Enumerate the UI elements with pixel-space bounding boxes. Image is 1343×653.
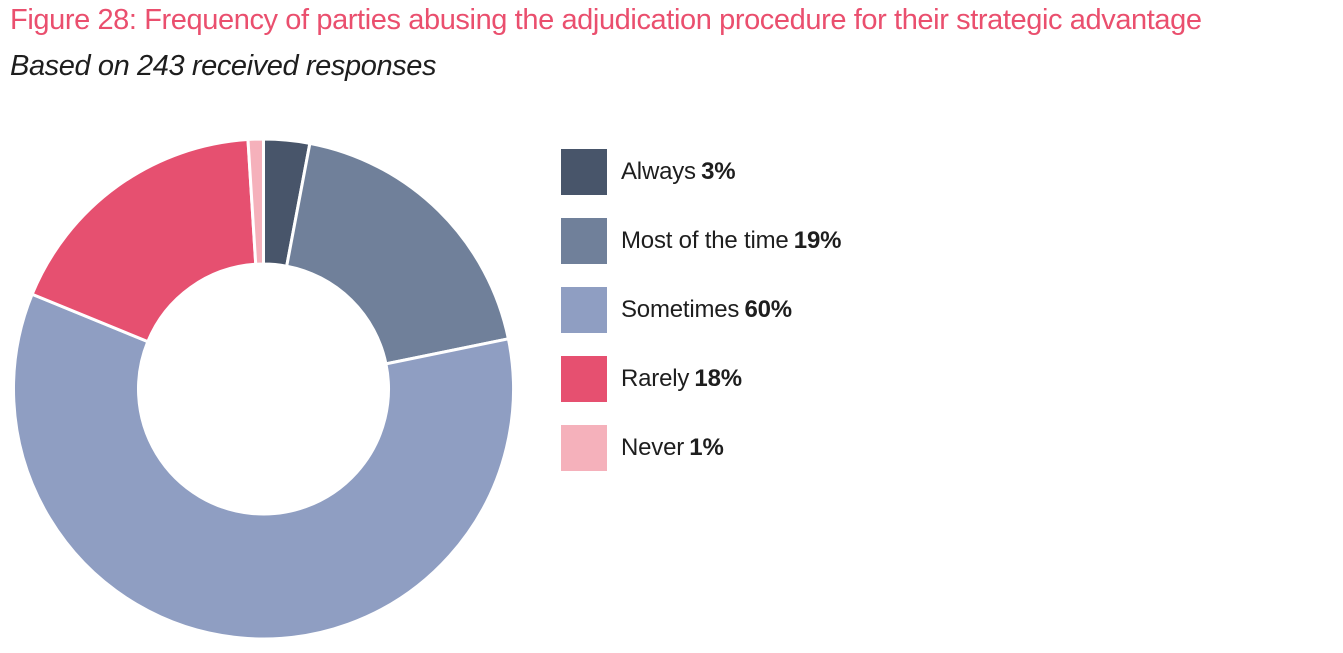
legend-value: 19% [793,227,842,254]
donut-segment-never [246,137,265,266]
legend-swatch-sometimes [561,287,607,333]
donut-segment-most-of-the-time [285,141,510,366]
legend-label: Sometimes [621,296,740,323]
legend-value: 18% [694,365,742,392]
legend-label: Never [621,434,685,461]
donut-segment-sometimes [12,292,515,641]
donut-chart [12,137,515,641]
legend-label: Rarely [621,365,690,392]
legend-value: 60% [744,296,793,323]
legend-swatch-always [561,149,607,195]
chart-legend: Always 3% Most of the time 19% Sometimes 60… [561,149,841,494]
figure-subtitle: Based on 243 received responses [10,50,437,82]
legend-item-most-of-the-time: Most of the time 19% [561,218,841,264]
legend-swatch-rarely [561,356,607,402]
legend-swatch-never [561,425,607,471]
legend-item-never: Never 1% [561,425,841,471]
legend-value: 3% [701,158,736,185]
legend-swatch-most-of-the-time [561,218,607,264]
legend-item-always: Always 3% [561,149,841,195]
legend-item-rarely: Rarely 18% [561,356,841,402]
legend-label: Always [621,158,696,185]
legend-item-sometimes: Sometimes 60% [561,287,841,333]
legend-value: 1% [689,434,724,461]
figure-title: Figure 28: Frequency of parties abusing … [10,4,1202,36]
legend-label: Most of the time [621,227,789,254]
donut-segment-rarely [30,137,258,344]
